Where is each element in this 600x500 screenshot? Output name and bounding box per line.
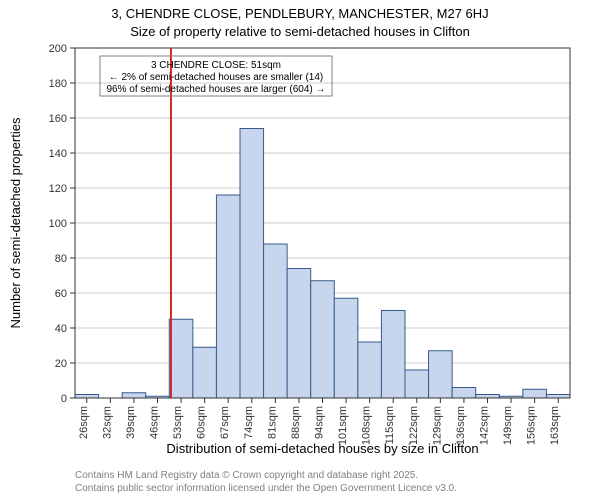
histogram-bar — [216, 195, 240, 398]
x-tick-label: 53sqm — [172, 406, 184, 439]
y-axis-title: Number of semi-detached properties — [8, 117, 23, 328]
footer-line-2: Contains public sector information licen… — [75, 483, 457, 496]
x-tick-label: 101sqm — [337, 406, 349, 445]
histogram-bar — [264, 244, 288, 398]
x-tick-label: 88sqm — [290, 406, 302, 439]
x-tick-label: 74sqm — [243, 406, 255, 439]
x-tick-label: 94sqm — [314, 406, 326, 439]
x-tick-label: 60sqm — [196, 406, 208, 439]
histogram-bar — [75, 395, 99, 399]
histogram-bar — [193, 347, 217, 398]
histogram-bar — [122, 393, 146, 398]
histogram-bar — [240, 129, 264, 399]
histogram-bar — [358, 342, 382, 398]
histogram-bar — [311, 281, 335, 398]
x-tick-label: 81sqm — [266, 406, 278, 439]
x-tick-label: 122sqm — [408, 406, 420, 445]
histogram-bar — [523, 389, 547, 398]
y-tick-label: 40 — [55, 323, 67, 335]
histogram-bar — [169, 319, 193, 398]
x-tick-label: 149sqm — [502, 406, 514, 445]
x-tick-label: 32sqm — [101, 406, 113, 439]
y-tick-label: 0 — [61, 393, 67, 405]
x-tick-label: 156sqm — [526, 406, 538, 445]
y-tick-label: 200 — [49, 43, 67, 55]
histogram-bar — [287, 269, 311, 399]
x-tick-label: 46sqm — [149, 406, 161, 439]
y-tick-label: 60 — [55, 288, 67, 300]
y-tick-label: 180 — [49, 78, 67, 90]
footer-line-1: Contains HM Land Registry data © Crown c… — [75, 470, 457, 483]
x-tick-label: 136sqm — [455, 406, 467, 445]
y-tick-label: 80 — [55, 253, 67, 265]
y-tick-label: 20 — [55, 358, 67, 370]
x-tick-label: 142sqm — [479, 406, 491, 445]
histogram-bar — [546, 395, 570, 399]
histogram-bar — [405, 370, 429, 398]
x-tick-label: 129sqm — [431, 406, 443, 445]
x-tick-label: 26sqm — [78, 406, 90, 439]
annotation-line: 3 CHENDRE CLOSE: 51sqm — [151, 60, 281, 71]
histogram-bar — [429, 351, 453, 398]
histogram-bar — [476, 395, 500, 399]
x-tick-label: 67sqm — [219, 406, 231, 439]
y-tick-label: 140 — [49, 148, 67, 160]
footer-attribution: Contains HM Land Registry data © Crown c… — [75, 470, 457, 495]
histogram-bar — [334, 298, 358, 398]
y-tick-label: 160 — [49, 113, 67, 125]
annotation-line: 96% of semi-detached houses are larger (… — [106, 84, 325, 95]
y-tick-label: 100 — [49, 218, 67, 230]
x-tick-label: 39sqm — [125, 406, 137, 439]
histogram-chart: 0 20 40 60 80 100 120 140 160 180 200 26sqm 32sqm 39s… — [0, 0, 600, 470]
annotation-line: ← 2% of semi-detached houses are smaller… — [109, 72, 324, 83]
histogram-bar — [452, 388, 476, 399]
x-axis-title: Distribution of semi-detached houses by … — [166, 441, 478, 456]
x-tick-label: 108sqm — [361, 406, 373, 445]
y-tick-label: 120 — [49, 183, 67, 195]
x-tick-label: 163sqm — [549, 406, 561, 445]
x-tick-label: 115sqm — [384, 406, 396, 444]
histogram-bar — [381, 311, 405, 399]
